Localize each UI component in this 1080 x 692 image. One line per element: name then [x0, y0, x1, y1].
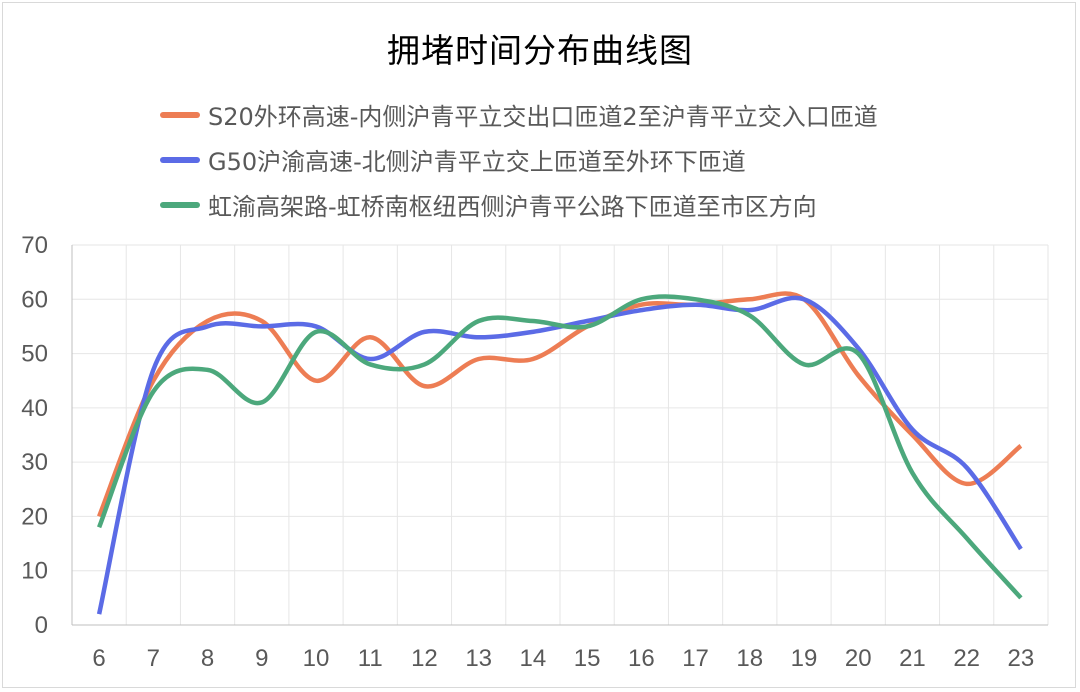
x-tick-label: 18	[736, 645, 763, 672]
x-tick-label: 10	[303, 645, 330, 672]
y-tick-label: 30	[21, 449, 48, 476]
x-tick-label: 7	[147, 645, 160, 672]
x-tick-label: 16	[628, 645, 655, 672]
legend-item-s20: S20外环高速-内侧沪青平立交出口匝道2至沪青平立交入口匝道	[160, 92, 878, 137]
x-tick-label: 23	[1008, 645, 1035, 672]
chart-title: 拥堵时间分布曲线图	[387, 31, 693, 70]
x-tick-label: 21	[899, 645, 926, 672]
legend-label-g50: G50沪渝高速-北侧沪青平立交上匝道至外环下匝道	[208, 148, 746, 176]
x-tick-label: 6	[92, 645, 105, 672]
legend-label-hongyu: 虹渝高架路-虹桥南枢纽西侧沪青平公路下匝道至市区方向	[208, 193, 817, 221]
y-tick-label: 10	[21, 558, 48, 585]
x-tick-label: 20	[845, 645, 872, 672]
legend-item-hongyu: 虹渝高架路-虹桥南枢纽西侧沪青平公路下匝道至市区方向	[160, 182, 878, 227]
y-tick-label: 20	[21, 503, 48, 530]
y-tick-label: 60	[21, 286, 48, 313]
x-tick-label: 13	[465, 645, 492, 672]
y-tick-label: 70	[21, 232, 48, 259]
legend-swatch-g50	[160, 156, 200, 163]
legend-label-s20: S20外环高速-内侧沪青平立交出口匝道2至沪青平立交入口匝道	[208, 103, 878, 131]
x-tick-label: 15	[574, 645, 601, 672]
legend-swatch-s20	[160, 111, 200, 118]
y-tick-label: 40	[21, 395, 48, 422]
series-line-s20	[97, 291, 1023, 518]
legend-item-g50: G50沪渝高速-北侧沪青平立交上匝道至外环下匝道	[160, 137, 878, 182]
legend-swatch-hongyu	[160, 201, 200, 208]
chart-legend: S20外环高速-内侧沪青平立交出口匝道2至沪青平立交入口匝道 G50沪渝高速-北…	[160, 92, 878, 227]
y-tick-label: 0	[35, 612, 48, 639]
x-tick-label: 22	[953, 645, 980, 672]
series-line-g50	[96, 295, 1023, 615]
x-tick-label: 14	[520, 645, 547, 672]
x-tick-label: 9	[255, 645, 268, 672]
series-line-hongyu	[97, 294, 1023, 600]
y-tick-label: 50	[21, 341, 48, 368]
x-tick-label: 19	[791, 645, 818, 672]
x-tick-label: 12	[411, 645, 438, 672]
x-tick-label: 11	[358, 645, 383, 672]
x-tick-label: 17	[682, 645, 709, 672]
x-tick-label: 8	[201, 645, 214, 672]
